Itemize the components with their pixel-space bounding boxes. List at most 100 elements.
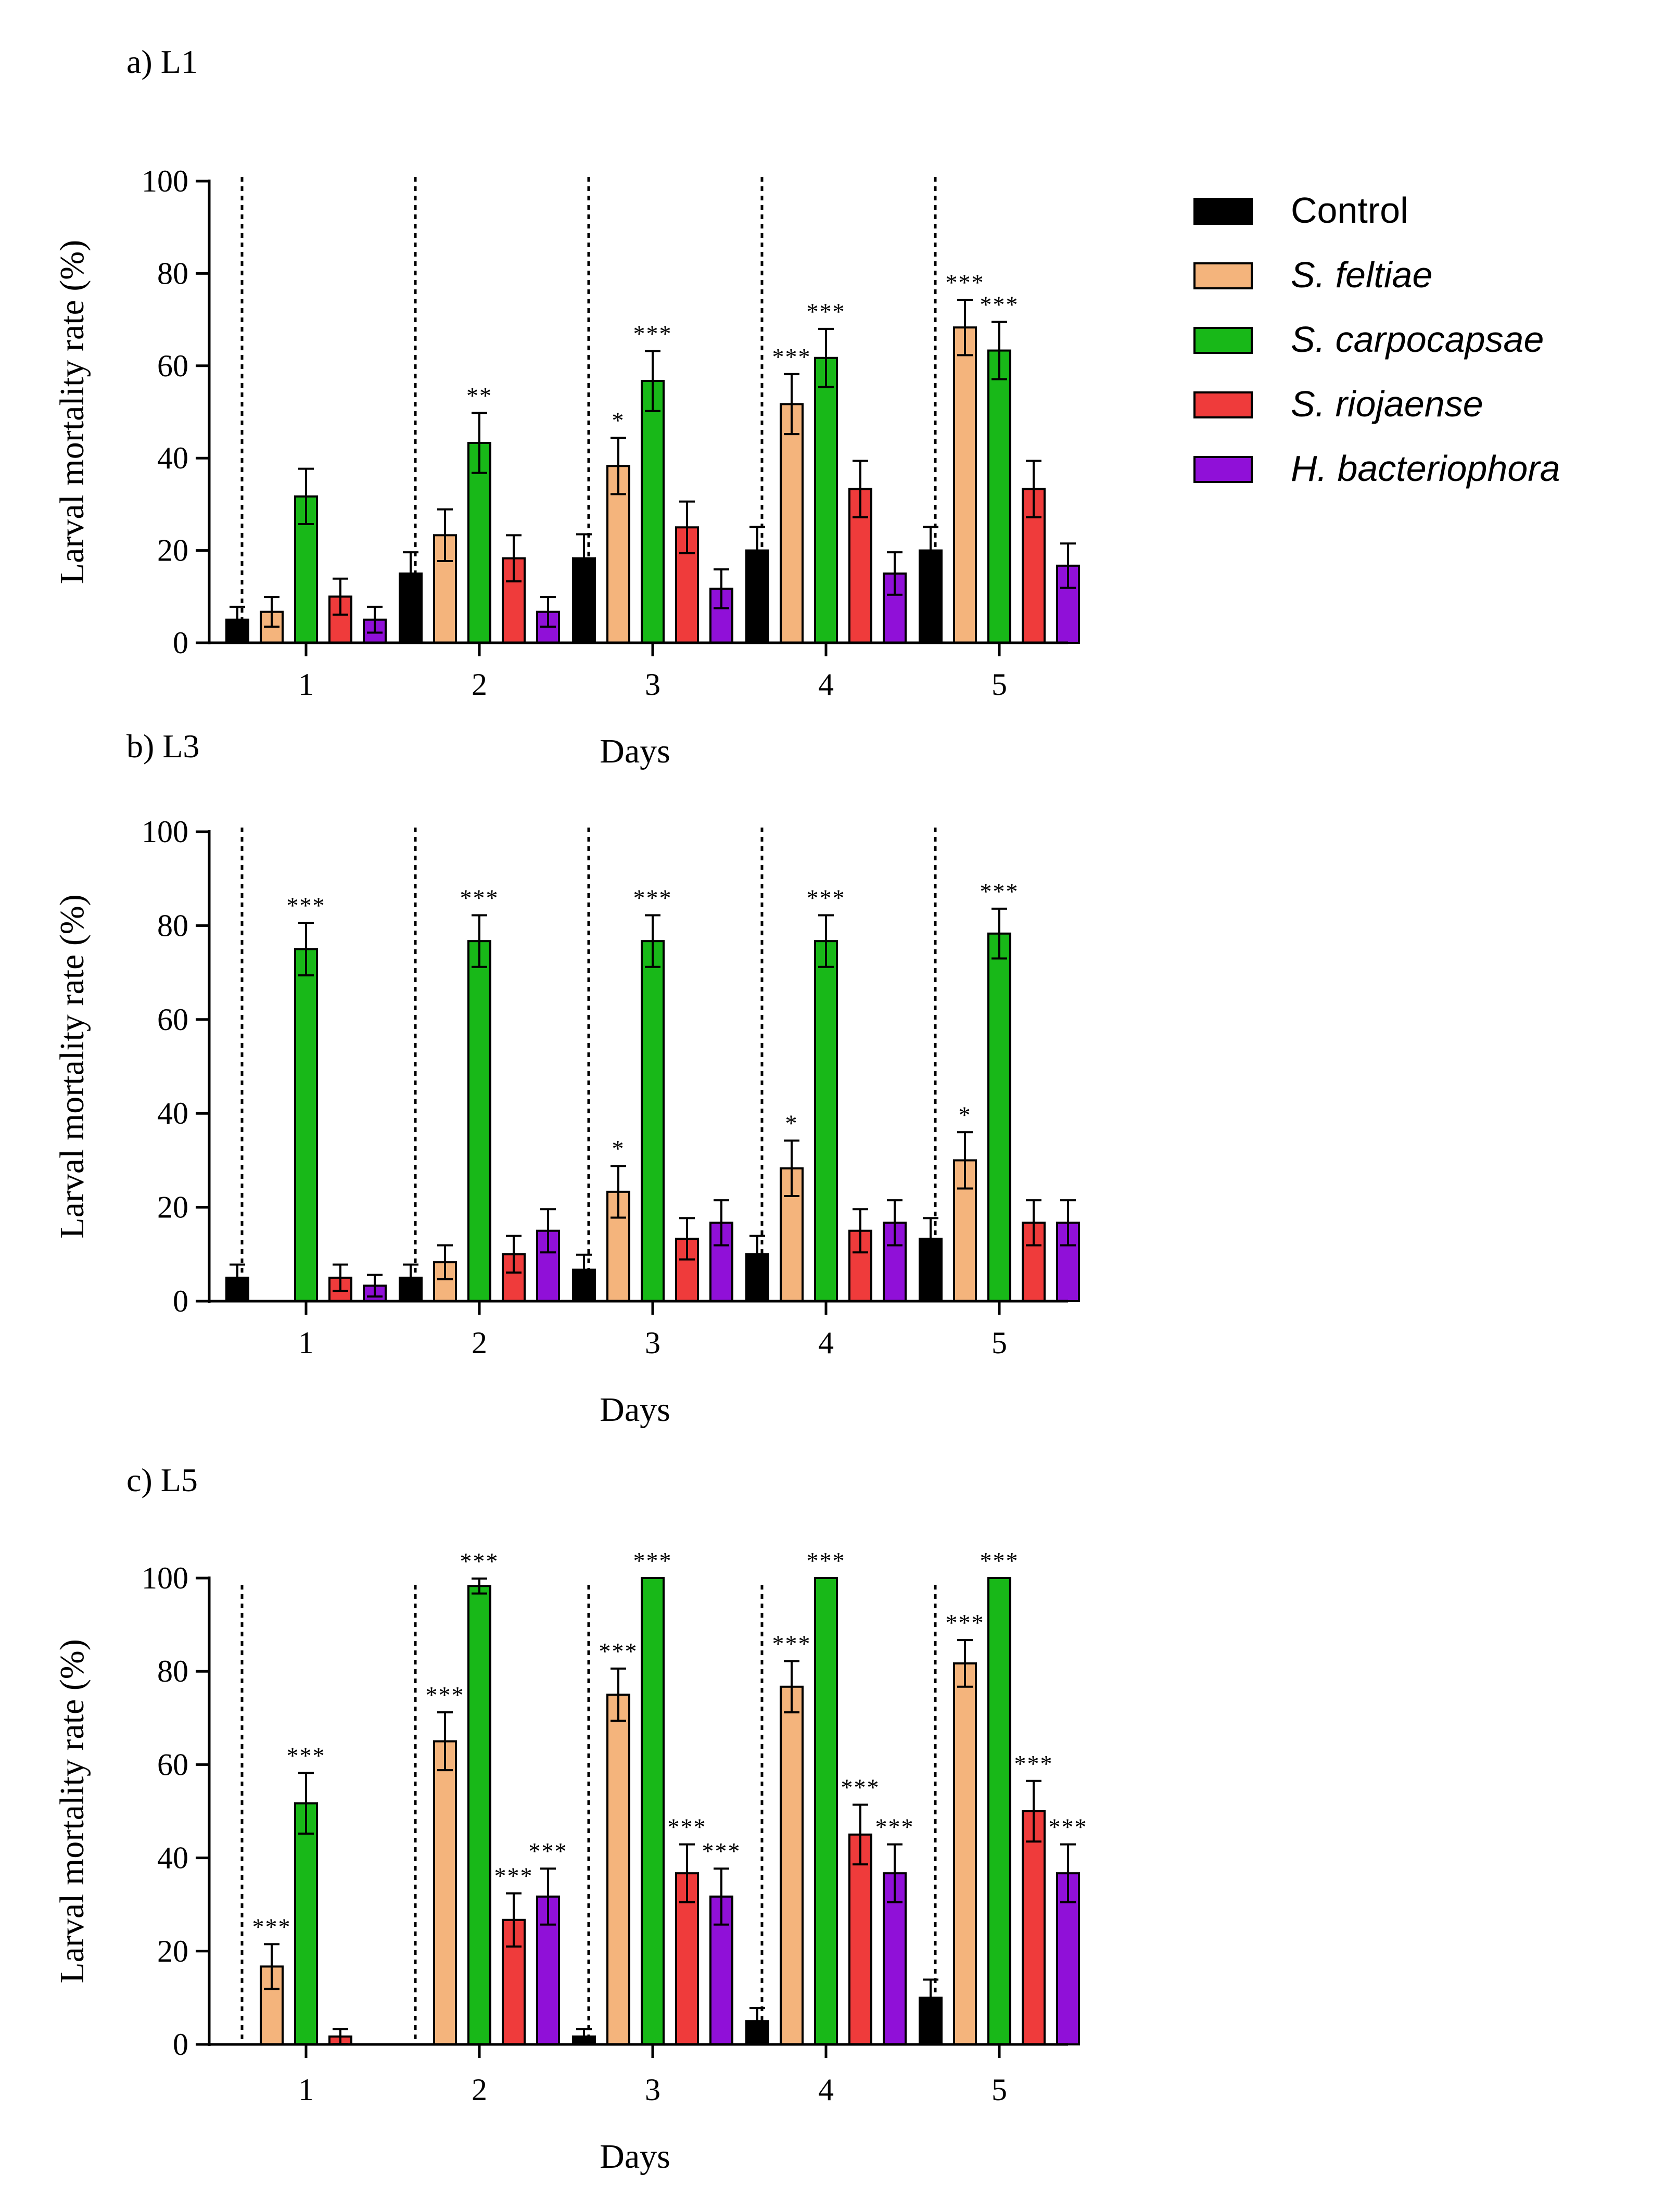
x-tick-label: 5 — [991, 667, 1007, 702]
significance-label: * — [959, 1101, 972, 1128]
legend-label: H. bacteriophora — [1291, 448, 1560, 489]
x-tick-label: 2 — [472, 667, 487, 702]
panel-3: c) L5********* ************ *** *** ********… — [53, 1461, 1088, 2176]
significance-label: *** — [460, 1548, 499, 1574]
significance-label: *** — [841, 1774, 880, 1800]
bar — [780, 403, 804, 644]
y-tick-label: 20 — [157, 1190, 188, 1225]
bar — [814, 1577, 838, 2045]
x-tick-label: 3 — [645, 1326, 660, 1360]
bar — [987, 349, 1011, 644]
significance-label: *** — [529, 1838, 568, 1864]
y-tick-label: 40 — [157, 441, 188, 475]
x-axis-title: Days — [600, 732, 670, 770]
y-tick-label: 20 — [157, 1934, 188, 1968]
x-tick-label: 1 — [298, 2073, 314, 2107]
significance-label: *** — [668, 1814, 707, 1840]
panel-label: c) L5 — [126, 1461, 198, 1498]
bar — [467, 1585, 491, 2045]
bar — [641, 1577, 665, 2045]
significance-label: *** — [946, 1609, 985, 1636]
x-tick-label: 1 — [298, 667, 314, 702]
x-tick-label: 3 — [645, 2073, 660, 2107]
panel-label: a) L1 — [126, 43, 198, 80]
significance-label: *** — [633, 885, 672, 911]
significance-label: *** — [426, 1682, 465, 1708]
y-tick-label: 100 — [142, 815, 188, 849]
bar — [433, 1740, 457, 2046]
significance-label: *** — [599, 1638, 638, 1664]
significance-label: *** — [875, 1814, 914, 1840]
bar — [467, 940, 491, 1302]
x-tick-label: 1 — [298, 1326, 314, 1360]
significance-label: *** — [772, 344, 811, 370]
bar — [1022, 1810, 1046, 2045]
significance-label: *** — [494, 1863, 533, 1889]
significance-label: *** — [1014, 1750, 1053, 1777]
bar — [953, 326, 977, 644]
bar — [953, 1662, 977, 2045]
bar — [641, 380, 665, 644]
x-axis-title: Days — [600, 2138, 670, 2176]
legend-entry: S. riojaense — [1193, 384, 1483, 424]
x-tick-label: 5 — [991, 1326, 1007, 1360]
x-tick-label: 3 — [645, 667, 660, 702]
significance-label: *** — [980, 878, 1019, 905]
legend-swatch — [1193, 327, 1253, 354]
y-tick-label: 60 — [157, 1747, 188, 1782]
significance-label: *** — [287, 892, 326, 919]
y-axis-title: Larval mortality rate (%) — [53, 1639, 91, 1984]
x-tick-label: 4 — [818, 2073, 834, 2107]
bar — [294, 1802, 318, 2046]
y-tick-label: 40 — [157, 1841, 188, 1875]
y-tick-label: 60 — [157, 1002, 188, 1037]
significance-label: *** — [287, 1743, 326, 1769]
y-axis-title: Larval mortality rate (%) — [53, 240, 91, 584]
y-tick-label: 40 — [157, 1096, 188, 1130]
significance-label: *** — [772, 1630, 811, 1657]
bar — [606, 1694, 630, 2045]
significance-label: * — [785, 1110, 798, 1137]
bar — [294, 948, 318, 1302]
significance-label: *** — [1049, 1814, 1088, 1840]
x-tick-label: 4 — [818, 667, 834, 702]
significance-label: *** — [946, 269, 985, 296]
bar — [641, 940, 665, 1302]
significance-label: *** — [252, 1913, 291, 1940]
significance-label: *** — [807, 885, 846, 911]
legend-entry: H. bacteriophora — [1193, 448, 1560, 489]
y-tick-label: 20 — [157, 533, 188, 568]
legend-label: S. riojaense — [1291, 384, 1483, 424]
x-tick-label: 2 — [472, 2073, 487, 2107]
panel-label: b) L3 — [126, 728, 199, 765]
y-tick-label: 60 — [157, 349, 188, 383]
bar — [780, 1685, 804, 2046]
y-tick-label: 80 — [157, 908, 188, 943]
significance-label: *** — [980, 1547, 1019, 1574]
significance-label: *** — [702, 1838, 741, 1864]
legend-label: S. carpocapsae — [1291, 319, 1544, 360]
legend: Control S. feltiae S. carpocapsae S. riojae… — [1193, 190, 1560, 489]
bar — [987, 1577, 1011, 2045]
x-tick-label: 5 — [991, 2073, 1007, 2107]
y-tick-label: 0 — [173, 2027, 188, 2062]
legend-label: Control — [1291, 190, 1408, 231]
significance-label: *** — [460, 885, 499, 911]
legend-swatch — [1193, 456, 1253, 483]
significance-label: *** — [633, 320, 672, 347]
legend-label: S. feltiae — [1291, 255, 1432, 295]
significance-label: ** — [466, 382, 492, 409]
x-tick-label: 2 — [472, 1326, 487, 1360]
bar — [814, 940, 838, 1302]
x-tick-label: 4 — [818, 1326, 834, 1360]
significance-label: *** — [980, 291, 1019, 318]
significance-label: *** — [807, 298, 846, 325]
y-tick-label: 0 — [173, 1284, 188, 1318]
legend-swatch — [1193, 391, 1253, 418]
bar — [987, 932, 1011, 1302]
